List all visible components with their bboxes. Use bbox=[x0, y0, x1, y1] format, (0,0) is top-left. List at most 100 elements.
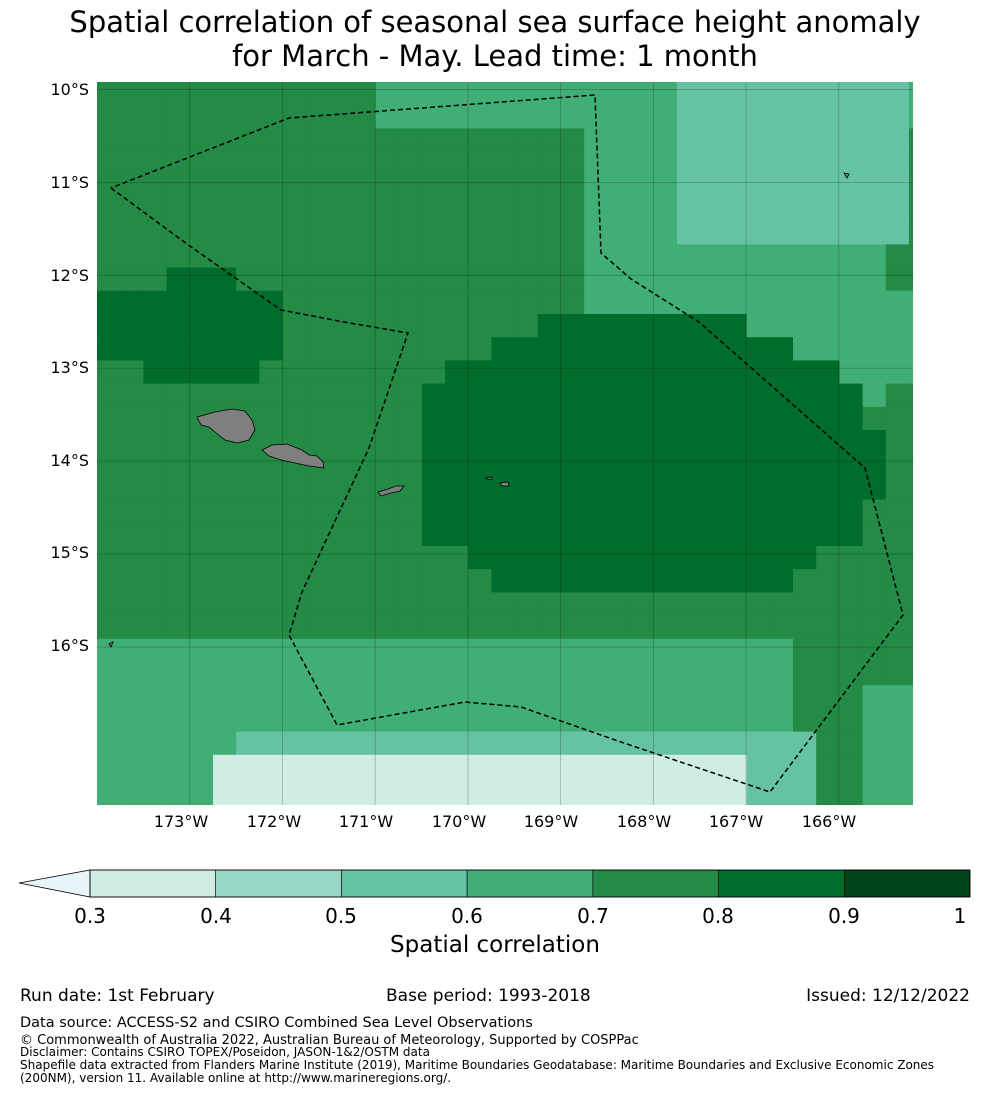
correlation-cell bbox=[213, 778, 237, 802]
lon-label: 166°W bbox=[801, 812, 857, 831]
correlation-cell bbox=[329, 360, 353, 385]
correlation-cell bbox=[537, 754, 562, 779]
correlation-cell bbox=[398, 244, 423, 269]
correlation-cell bbox=[97, 708, 121, 733]
correlation-cell bbox=[793, 685, 817, 709]
correlation-cell bbox=[398, 522, 423, 547]
correlation-cell bbox=[584, 430, 608, 454]
correlation-cell bbox=[491, 290, 516, 315]
correlation-cell bbox=[189, 221, 214, 245]
correlation-cell bbox=[885, 151, 910, 176]
correlation-cell bbox=[630, 198, 655, 222]
colorbar-tick-label: 0.9 bbox=[828, 904, 860, 928]
correlation-cell bbox=[816, 592, 840, 617]
correlation-cell bbox=[816, 198, 840, 222]
correlation-cell bbox=[97, 662, 121, 686]
correlation-cell bbox=[862, 801, 887, 805]
correlation-cell bbox=[305, 314, 330, 338]
correlation-cell bbox=[677, 708, 701, 733]
correlation-cell bbox=[723, 592, 748, 617]
correlation-cell bbox=[793, 778, 817, 802]
correlation-cell bbox=[282, 198, 307, 222]
correlation-cell bbox=[445, 430, 469, 454]
correlation-cell bbox=[723, 569, 748, 593]
correlation-cell bbox=[769, 174, 794, 199]
correlation-cell bbox=[97, 337, 121, 361]
correlation-cell bbox=[305, 267, 330, 292]
correlation-cell bbox=[537, 778, 562, 802]
correlation-cell bbox=[653, 430, 678, 454]
lon-label: 170°W bbox=[431, 812, 487, 831]
correlation-cell bbox=[653, 174, 678, 199]
chart-title-line2: for March - May. Lead time: 1 month bbox=[232, 39, 758, 73]
correlation-cell bbox=[700, 662, 724, 686]
correlation-cell bbox=[607, 290, 632, 315]
correlation-cell bbox=[584, 754, 608, 779]
correlation-cell bbox=[236, 267, 260, 292]
correlation-cell bbox=[561, 430, 585, 454]
correlation-cell bbox=[421, 314, 446, 338]
correlation-cell bbox=[769, 221, 794, 245]
correlation-cell bbox=[259, 128, 284, 153]
correlation-cell bbox=[445, 244, 469, 269]
correlation-cell bbox=[236, 290, 260, 315]
issued-date: Issued: 12/12/2022 bbox=[806, 986, 970, 1006]
correlation-cell bbox=[723, 754, 748, 779]
correlation-cell bbox=[305, 685, 330, 709]
correlation-cell bbox=[259, 198, 284, 222]
correlation-cell bbox=[97, 430, 121, 454]
correlation-cell bbox=[189, 638, 214, 663]
correlation-cell bbox=[862, 406, 887, 431]
correlation-cell bbox=[213, 314, 237, 338]
correlation-cell bbox=[561, 615, 585, 640]
correlation-cell bbox=[97, 522, 121, 547]
correlation-cell bbox=[189, 128, 214, 153]
correlation-cell bbox=[909, 708, 913, 733]
correlation-cell bbox=[398, 82, 423, 106]
correlation-cell bbox=[746, 685, 771, 709]
correlation-cell bbox=[862, 360, 887, 385]
correlation-cell bbox=[746, 337, 771, 361]
correlation-cell bbox=[120, 105, 144, 129]
graticule bbox=[97, 82, 913, 805]
correlation-cell bbox=[445, 592, 469, 617]
correlation-cell bbox=[561, 82, 585, 106]
correlation-cell bbox=[445, 198, 469, 222]
correlation-cell bbox=[421, 592, 446, 617]
correlation-cell bbox=[746, 82, 771, 106]
correlation-cell bbox=[769, 406, 794, 431]
correlation-cell bbox=[421, 754, 446, 779]
correlation-cell bbox=[700, 221, 724, 245]
correlation-cell bbox=[491, 569, 516, 593]
correlation-cell bbox=[282, 685, 307, 709]
correlation-cell bbox=[723, 290, 748, 315]
correlation-cell bbox=[213, 244, 237, 269]
correlation-cell bbox=[630, 801, 655, 805]
copyright: © Commonwealth of Australia 2022, Austra… bbox=[20, 1033, 639, 1048]
correlation-cell bbox=[189, 569, 214, 593]
correlation-cell bbox=[259, 754, 284, 779]
correlation-cell bbox=[909, 82, 913, 106]
correlation-cell bbox=[468, 430, 492, 454]
correlation-cell bbox=[352, 662, 376, 686]
correlation-cell bbox=[329, 754, 353, 779]
correlation-cell bbox=[236, 801, 260, 805]
correlation-cell bbox=[213, 499, 237, 524]
colorbar-tick-label: 0.7 bbox=[577, 904, 609, 928]
correlation-cell bbox=[630, 128, 655, 153]
correlation-cell bbox=[421, 406, 446, 431]
correlation-cell bbox=[630, 290, 655, 315]
correlation-cell bbox=[862, 198, 887, 222]
correlation-cell bbox=[793, 290, 817, 315]
correlation-cell bbox=[421, 105, 446, 129]
correlation-cell bbox=[213, 453, 237, 477]
correlation-cell bbox=[398, 198, 423, 222]
correlation-cell bbox=[862, 314, 887, 338]
colorbar-segment bbox=[466, 869, 594, 898]
correlation-cell bbox=[885, 499, 910, 524]
correlation-cell bbox=[862, 546, 887, 570]
correlation-cell bbox=[421, 174, 446, 199]
correlation-cell bbox=[97, 453, 121, 477]
correlation-cell bbox=[282, 499, 307, 524]
correlation-cell bbox=[213, 128, 237, 153]
